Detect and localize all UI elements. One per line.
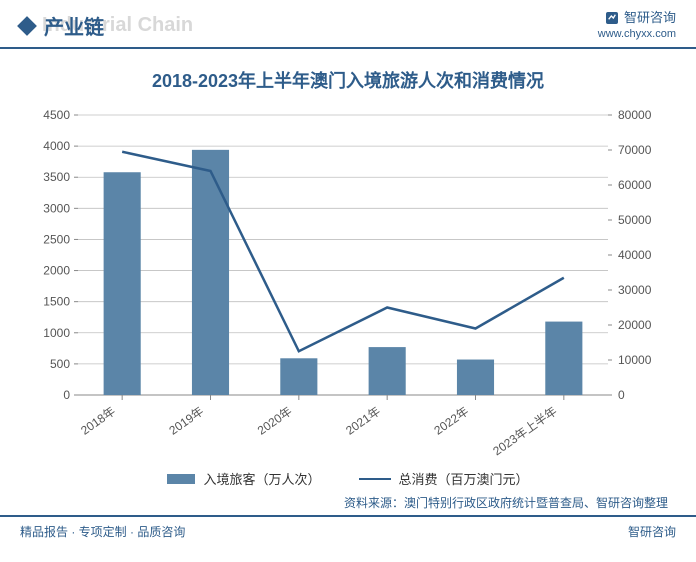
svg-text:60000: 60000 [618, 178, 652, 192]
combo-chart: 0 500 1000 1500 2000 2500 3000 3500 4000 4500 0 100… [28, 105, 668, 465]
svg-text:2019年: 2019年 [166, 404, 206, 438]
svg-text:1000: 1000 [43, 326, 70, 340]
brand-url: www.chyxx.com [598, 27, 676, 41]
chart-container: 2018-2023年上半年澳门入境旅游人次和消费情况 0 500 1000 1500 2… [0, 53, 696, 492]
svg-text:2020年: 2020年 [255, 404, 295, 438]
source-text: 资料来源：澳门特别行政区政府统计暨普查局、智研咨询整理 [0, 492, 696, 511]
diamond-icon [17, 16, 37, 36]
svg-text:0: 0 [618, 388, 625, 402]
svg-text:0: 0 [63, 388, 70, 402]
legend-line-item: 总消费（百万澳门元） [359, 469, 529, 488]
svg-text:4500: 4500 [43, 108, 70, 122]
footer-right: 智研咨询 [628, 523, 676, 540]
brand-row: 智研咨询 [598, 10, 676, 27]
svg-text:4000: 4000 [43, 139, 70, 153]
svg-text:2018年: 2018年 [78, 404, 118, 438]
header-bar: 产业链 Industrial Chain 智研咨询 www.chyxx.com [0, 0, 696, 47]
chart-title: 2018-2023年上半年澳门入境旅游人次和消费情况 [28, 67, 668, 93]
svg-text:70000: 70000 [618, 143, 652, 157]
header-right: 智研咨询 www.chyxx.com [598, 10, 676, 41]
legend-bar-item: 入境旅客（万人次） [167, 469, 320, 488]
svg-text:2022年: 2022年 [431, 404, 471, 438]
svg-text:30000: 30000 [618, 283, 652, 297]
svg-text:3000: 3000 [43, 202, 70, 216]
svg-text:2000: 2000 [43, 264, 70, 278]
svg-text:50000: 50000 [618, 213, 652, 227]
svg-text:80000: 80000 [618, 108, 652, 122]
footer-bar: 精品报告 · 专项定制 · 品质咨询 智研咨询 [0, 515, 696, 540]
svg-text:2500: 2500 [43, 233, 70, 247]
legend-line-swatch [359, 478, 391, 480]
header-divider [0, 47, 696, 49]
legend-bar-swatch [167, 474, 195, 484]
brand-name: 智研咨询 [624, 10, 676, 27]
svg-text:2021年: 2021年 [343, 404, 383, 438]
svg-text:40000: 40000 [618, 248, 652, 262]
legend-bar-label: 入境旅客（万人次） [203, 469, 320, 488]
legend-line-label: 总消费（百万澳门元） [399, 469, 529, 488]
brand-logo-icon [604, 10, 620, 26]
svg-text:2023年上半年: 2023年上半年 [490, 404, 559, 458]
footer-left: 精品报告 · 专项定制 · 品质咨询 [20, 523, 185, 540]
svg-text:20000: 20000 [618, 318, 652, 332]
svg-text:3500: 3500 [43, 170, 70, 184]
svg-text:10000: 10000 [618, 353, 652, 367]
header-left: 产业链 Industrial Chain [20, 11, 104, 40]
svg-text:500: 500 [50, 357, 70, 371]
legend: 入境旅客（万人次） 总消费（百万澳门元） [28, 469, 668, 488]
svg-text:1500: 1500 [43, 295, 70, 309]
section-label: 产业链 [44, 11, 104, 40]
